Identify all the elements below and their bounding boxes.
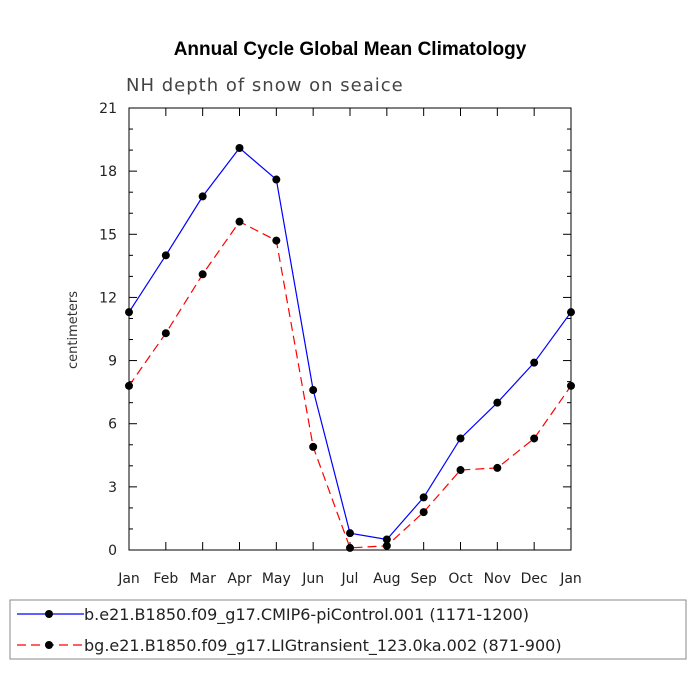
x-tick-label: Oct [448, 571, 473, 587]
legend-label: b.e21.B1850.f09_g17.CMIP6-piControl.001 … [84, 605, 529, 625]
x-tick-label: Sep [410, 571, 437, 587]
x-tick-label: Dec [521, 571, 548, 587]
data-point [309, 442, 318, 451]
chart-title: Annual Cycle Global Mean Climatology [174, 39, 527, 60]
y-tick-label: 18 [99, 164, 117, 180]
data-point [346, 543, 354, 552]
data-point [272, 175, 281, 184]
series-line [128, 147, 572, 541]
series-1 [125, 143, 575, 544]
data-point [493, 463, 502, 472]
data-point [161, 329, 170, 338]
x-tick-label: Feb [153, 571, 178, 587]
y-tick-label: 21 [99, 101, 117, 117]
data-point [161, 251, 170, 260]
data-point [235, 143, 244, 152]
y-axis-label: centimeters [66, 291, 81, 369]
legend-label: bg.e21.B1850.f09_g17.LIGtransient_123.0k… [84, 636, 562, 656]
y-tick-label: 6 [108, 417, 117, 433]
x-tick-label: Jul [341, 571, 359, 587]
x-tick-label: Aug [373, 571, 400, 587]
legend-marker [45, 641, 53, 649]
chart-subtitle: NH depth of snow on seaice [126, 75, 404, 96]
x-tick-label: Apr [227, 571, 251, 587]
series-layer [125, 143, 575, 552]
data-point [567, 308, 575, 317]
legend: b.e21.B1850.f09_g17.CMIP6-piControl.001 … [9, 599, 687, 660]
x-tick-label: Jan [559, 571, 582, 587]
data-point [382, 541, 391, 550]
data-point [456, 434, 465, 443]
data-point [198, 270, 207, 279]
plot-frame [128, 107, 572, 551]
x-tick-label: Jan [117, 571, 140, 587]
data-point [419, 508, 428, 517]
data-point [125, 381, 133, 390]
data-point [198, 192, 207, 201]
y-tick-label: 3 [108, 480, 117, 496]
x-tick-label: Nov [484, 571, 511, 587]
y-tick-label: 0 [108, 543, 117, 559]
x-tick-label: Jun [301, 571, 324, 587]
y-tick-label: 9 [108, 354, 117, 370]
x-tick-label: Mar [189, 571, 216, 587]
data-point [493, 398, 502, 407]
data-point [309, 386, 318, 395]
legend-marker [45, 610, 53, 618]
data-point [530, 434, 539, 443]
data-point [125, 308, 133, 317]
data-point [419, 493, 428, 502]
data-point [530, 358, 539, 367]
data-point [235, 217, 244, 226]
data-point [382, 535, 391, 544]
data-point [272, 236, 281, 245]
y-tick-label: 12 [99, 290, 117, 306]
series-line [128, 220, 572, 549]
plot-area: 0 3 6 9 12 15 18 21 Jan Feb Mar Apr May Jun Jul Aug Sep O… [99, 101, 582, 587]
x-tick-label: May [262, 571, 291, 587]
series-2 [125, 217, 575, 552]
data-point [567, 381, 575, 390]
y-tick-label: 15 [99, 227, 117, 243]
data-point [456, 466, 465, 475]
legend-box [9, 599, 687, 660]
data-point [346, 529, 354, 538]
